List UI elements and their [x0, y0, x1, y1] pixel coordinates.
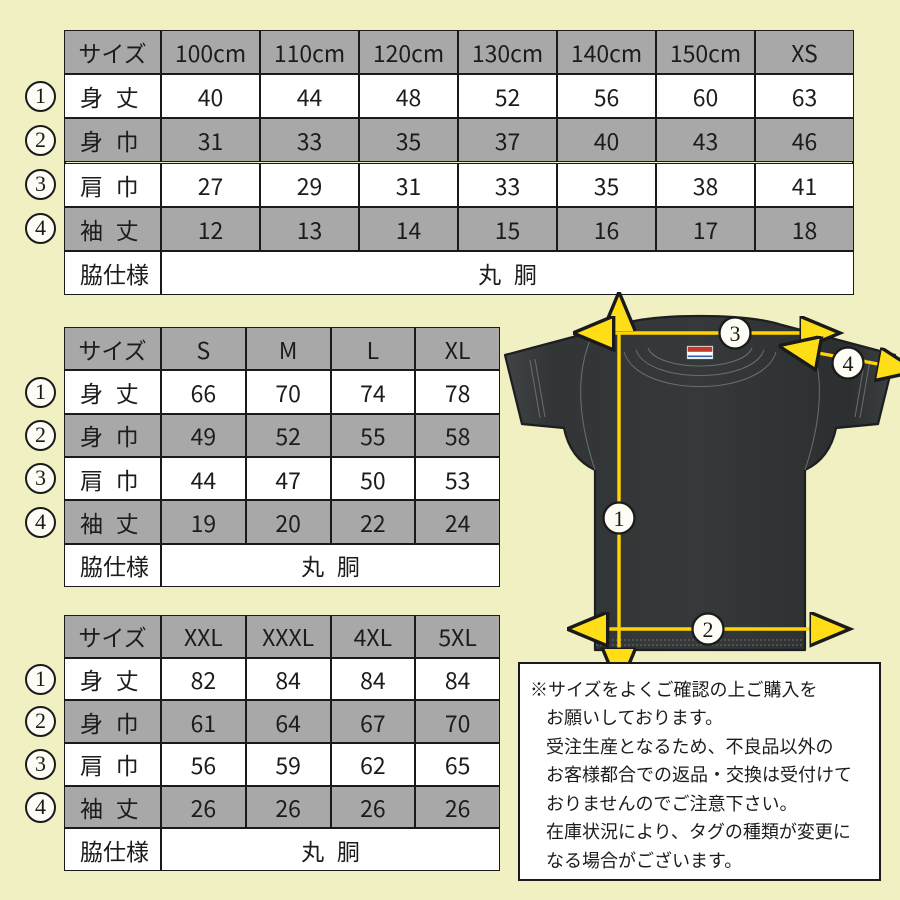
svg-text:4: 4	[843, 351, 854, 376]
svg-text:2: 2	[703, 617, 714, 642]
svg-text:1: 1	[614, 506, 625, 531]
svg-text:3: 3	[730, 321, 741, 346]
